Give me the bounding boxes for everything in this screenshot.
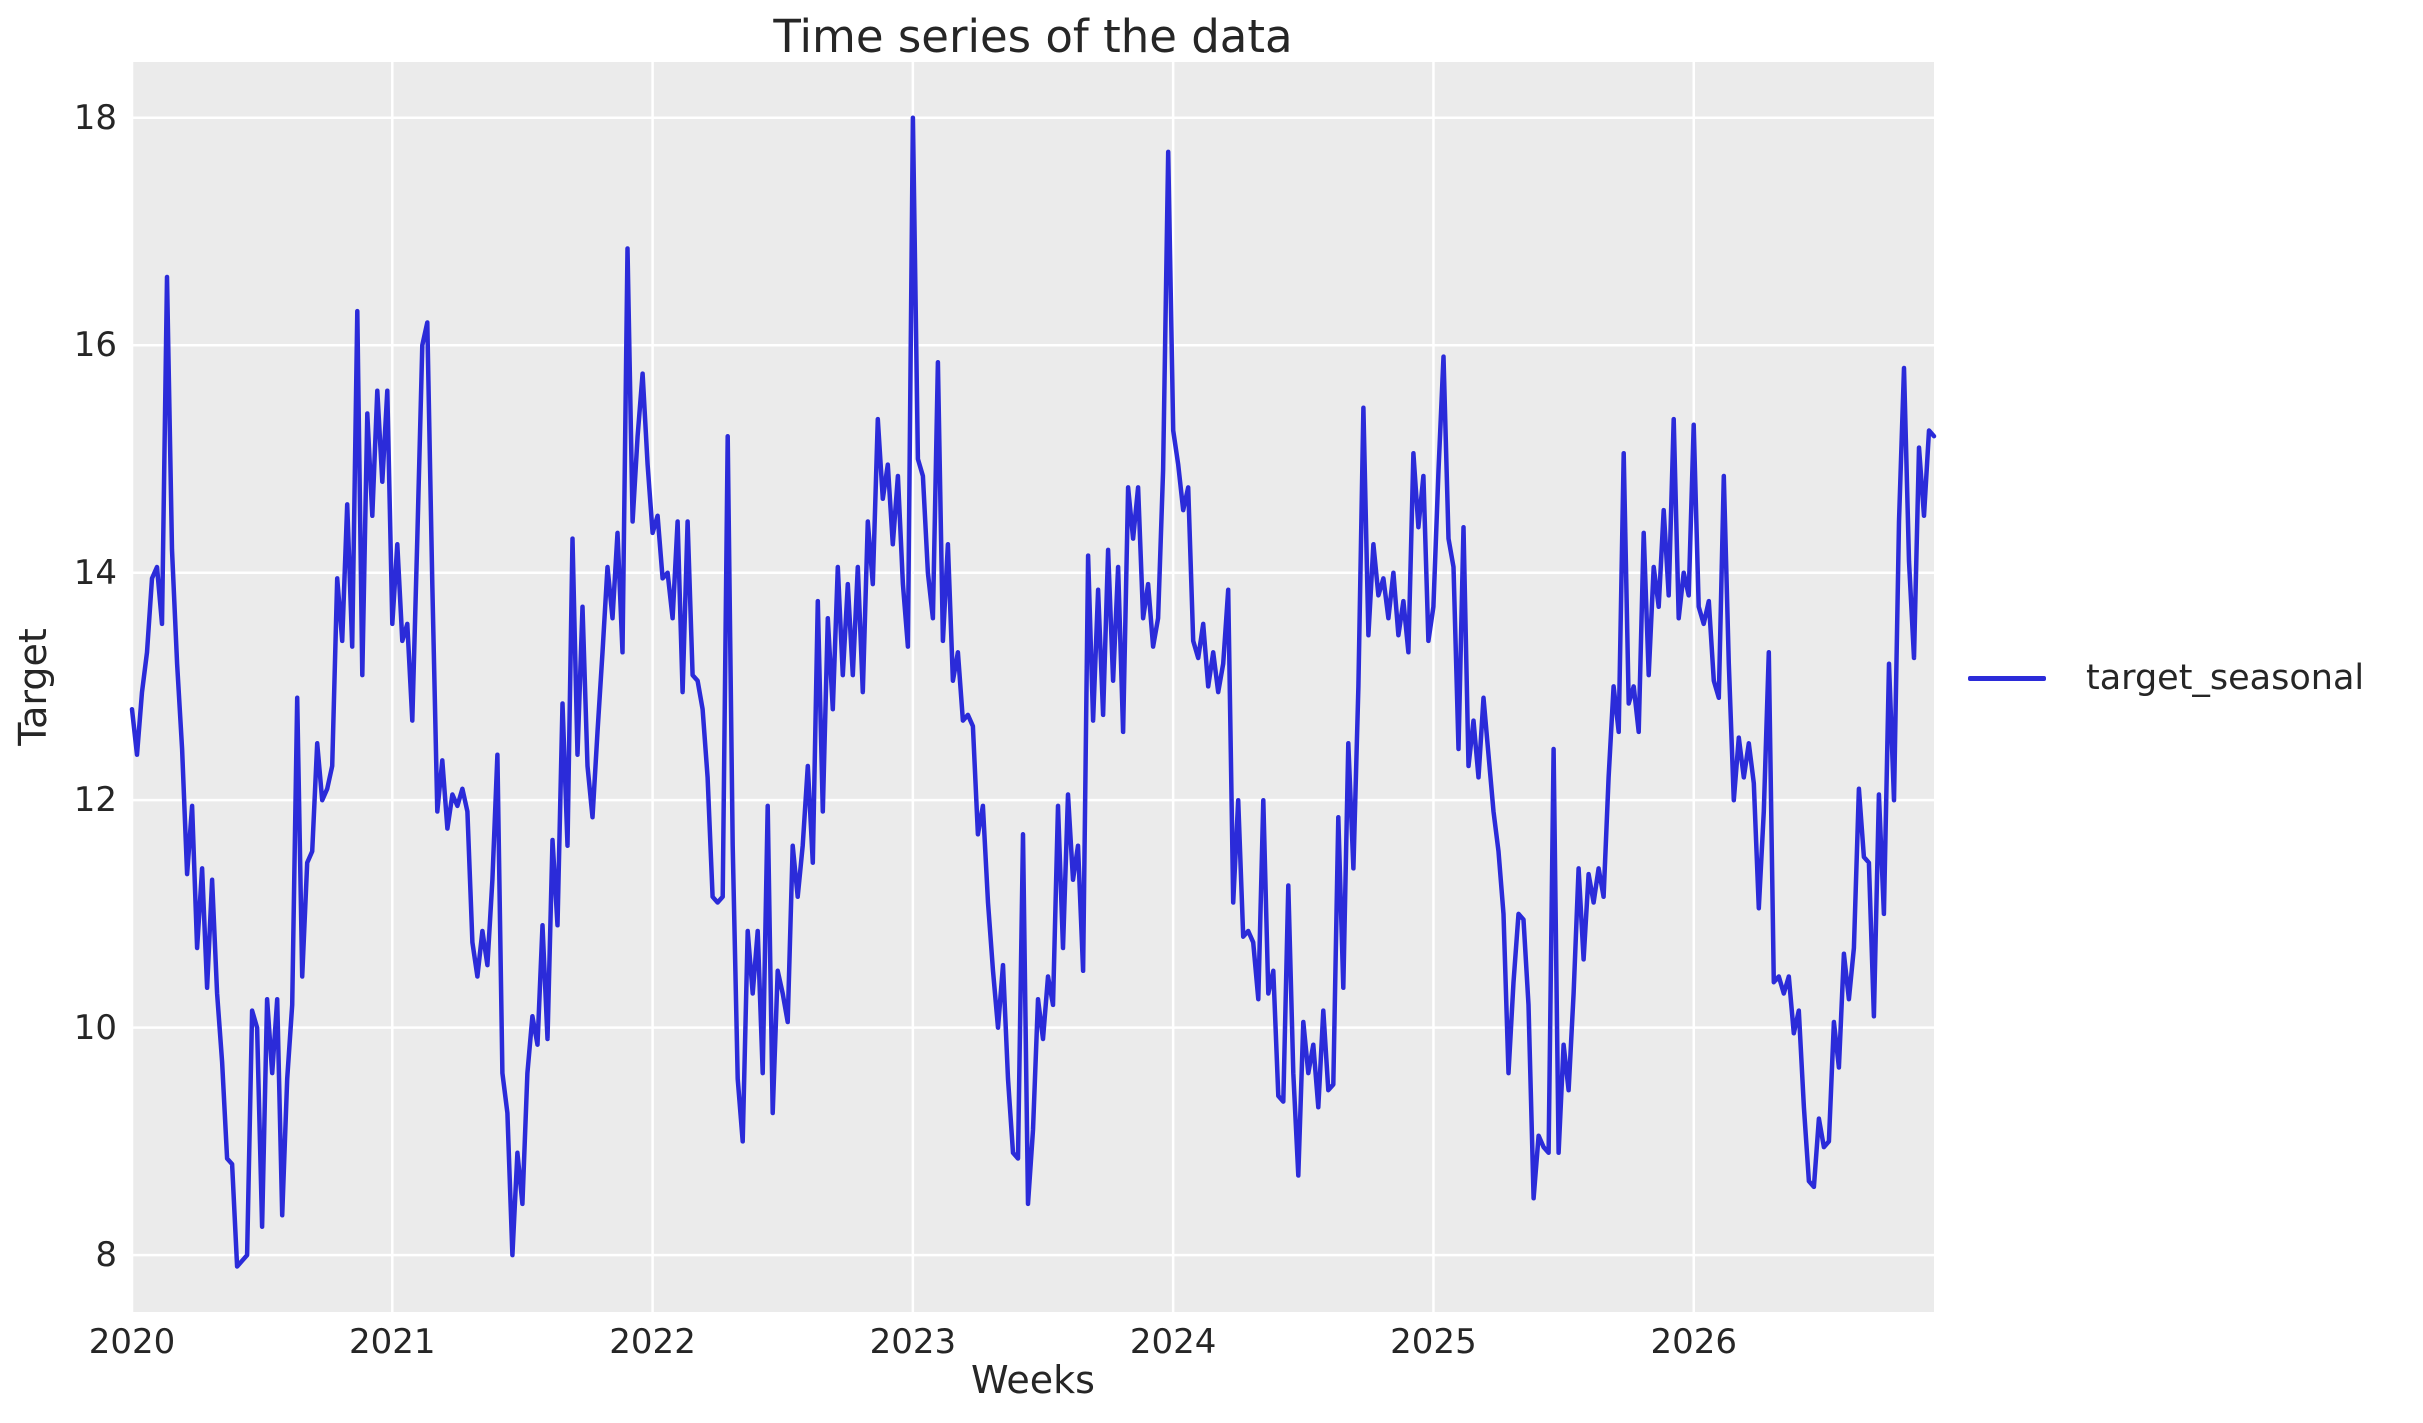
chart-title: Time series of the data [773, 10, 1293, 63]
y-tick-label: 14 [73, 552, 117, 593]
y-tick-label: 8 [95, 1235, 117, 1276]
series-line-target_seasonal [129, 115, 1937, 1269]
x-tick-label: 2021 [349, 1322, 436, 1362]
x-tick-label: 2023 [869, 1322, 957, 1362]
x-tick-label: 2020 [88, 1322, 176, 1362]
legend: target_seasonal [1968, 658, 2364, 698]
legend-label: target_seasonal [2086, 658, 2365, 698]
legend-line-swatch [1968, 675, 2046, 681]
y-axis-label: Target [11, 628, 55, 746]
x-tick-label: 2024 [1129, 1322, 1217, 1362]
x-axis-label: Weeks [971, 1358, 1095, 1402]
x-tick-label: 2022 [609, 1322, 696, 1362]
y-tick-label: 12 [73, 780, 117, 821]
x-tick-label: 2025 [1390, 1322, 1477, 1362]
y-tick-label: 18 [73, 97, 117, 138]
x-tick-label: 2026 [1650, 1322, 1737, 1362]
y-tick-label: 16 [73, 325, 117, 366]
y-tick-label: 10 [73, 1007, 117, 1048]
